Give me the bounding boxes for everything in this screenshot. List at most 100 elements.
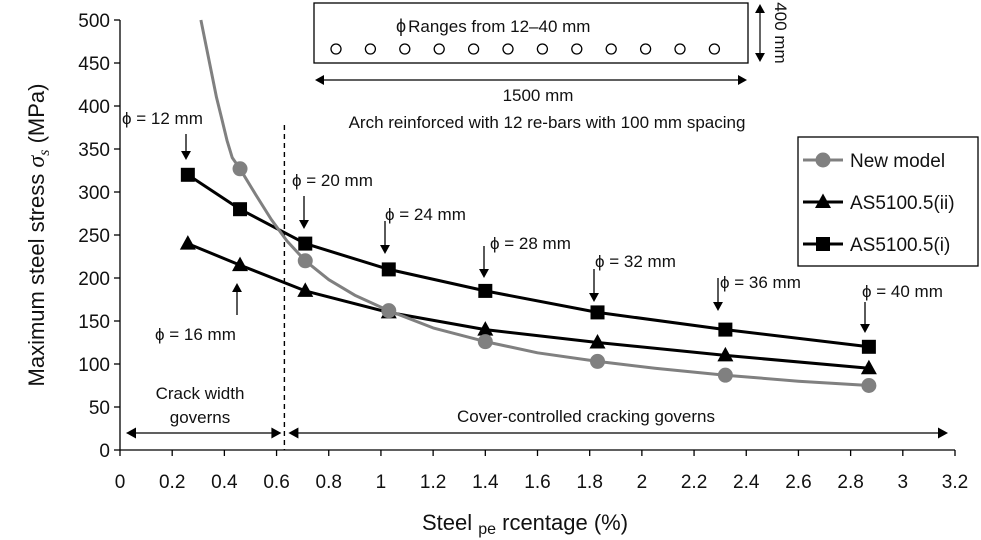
legend-label: AS5100.5(ii) xyxy=(850,193,955,214)
arch-section-inset: ϕ Ranges from 12–40 mm 1500 mm 400 mm Arc… xyxy=(313,2,790,132)
y-tick-label: 150 xyxy=(78,312,110,333)
diameter-annotation: ϕ = 20 mm xyxy=(292,171,373,229)
data-point-as-ii xyxy=(232,256,249,272)
data-point-as-ii xyxy=(589,334,606,349)
rebar-circle xyxy=(708,43,721,55)
rebar-circle xyxy=(605,43,617,55)
diameter-annotation: ϕ = 28 mm xyxy=(479,234,571,278)
diameter-arrow-head xyxy=(589,293,599,302)
diameter-annotation: ϕ = 16 mm xyxy=(155,283,242,344)
diameter-label: ϕ = 40 mm xyxy=(862,282,943,301)
legend-item-as-ii: AS5100.5(ii) xyxy=(803,193,955,214)
inset-width-label: 1500 mm xyxy=(503,86,574,105)
data-point-new-model xyxy=(590,353,606,369)
legend: New model AS5100.5(ii) AS5100.5(i) xyxy=(797,136,979,267)
x-tick-label: 1.4 xyxy=(472,472,499,493)
x-tick-label: 0.8 xyxy=(316,472,342,493)
rebar-circle xyxy=(639,43,652,55)
inset-range-label: ϕ Ranges from 12–40 mm xyxy=(396,16,590,36)
rebar-circle xyxy=(364,43,377,55)
x-tick-label: 0.4 xyxy=(211,472,238,493)
legend-marker xyxy=(816,237,830,251)
width-arrow-right xyxy=(738,75,747,85)
data-point-as-ii xyxy=(860,359,877,375)
crack-width-label-line2: governs xyxy=(170,408,230,427)
data-point-new-model xyxy=(717,367,733,383)
crack-width-arrow-left xyxy=(126,427,136,439)
diameter-arrow-head xyxy=(860,324,870,333)
rebar-circle xyxy=(433,43,445,55)
legend-label: New model xyxy=(850,151,945,172)
legend-marker xyxy=(815,193,831,208)
diameter-label: ϕ = 24 mm xyxy=(385,205,466,224)
diameter-annotation: ϕ = 32 mm xyxy=(589,252,676,302)
data-point-as-i xyxy=(718,322,733,337)
diameter-arrow-head xyxy=(299,220,309,229)
y-tick-label: 500 xyxy=(78,11,110,32)
data-point-new-model xyxy=(381,303,397,319)
data-point-as-i xyxy=(861,339,876,354)
x-tick-label: 2.8 xyxy=(837,472,863,493)
data-point-as-i xyxy=(298,236,313,251)
data-point-as-ii xyxy=(477,321,494,336)
x-tick-label: 1.6 xyxy=(524,472,550,493)
x-tick-label: 2.6 xyxy=(785,472,811,493)
diameter-annotation: ϕ = 12 mm xyxy=(122,109,203,160)
series-line-as-ii xyxy=(187,242,870,370)
x-tick-label: 0.6 xyxy=(263,472,289,493)
rebar-circles xyxy=(330,43,721,55)
legend-marker xyxy=(815,152,831,168)
y-tick-label: 250 xyxy=(78,226,110,247)
rebar-circle xyxy=(674,43,686,55)
rebar-circle xyxy=(467,43,480,55)
x-axis-title: Steel pe rcentage (%) xyxy=(422,510,628,538)
y-tick-label: 200 xyxy=(78,269,110,290)
y-tick-label: 0 xyxy=(99,441,110,462)
series-layer xyxy=(179,19,877,393)
inset-caption: Arch reinforced with 12 re-bars with 100… xyxy=(349,113,746,132)
legend-item-as-i: AS5100.5(i) xyxy=(803,235,950,256)
y-tick-label: 50 xyxy=(89,398,110,419)
legend-item-new-model: New model xyxy=(803,151,945,172)
height-arrow-up xyxy=(755,4,765,13)
series-line-new-model xyxy=(199,19,869,387)
data-point-as-i xyxy=(590,305,605,320)
diameter-arrow-head xyxy=(181,151,191,160)
series-line-as-i xyxy=(186,173,870,349)
diameter-label: ϕ = 16 mm xyxy=(155,325,236,344)
inset-height-label: 400 mm xyxy=(771,2,790,63)
x-ticks: 0 0.2 0.4 0.6 0.8 1 1.2 1.4 1.6 1.8 2 2.2 2.4 2.6 2.8 3… xyxy=(115,450,968,493)
diameter-annotation: ϕ = 24 mm xyxy=(380,205,466,254)
diameter-arrow-head xyxy=(380,245,390,254)
diameter-arrow-head xyxy=(479,269,489,278)
diameter-label: ϕ = 12 mm xyxy=(122,109,203,128)
width-arrow-left xyxy=(315,75,324,85)
rebar-circle xyxy=(502,43,514,55)
height-arrow-down xyxy=(755,53,765,62)
rebar-circle xyxy=(536,43,549,55)
diameter-annotation: ϕ = 40 mm xyxy=(860,282,943,333)
y-tick-label: 300 xyxy=(78,183,110,204)
x-tick-label: 2.2 xyxy=(681,472,707,493)
x-tick-label: 2 xyxy=(637,472,648,493)
diameter-label: ϕ = 32 mm xyxy=(595,252,676,271)
x-tick-label: 3.2 xyxy=(942,472,968,493)
region-arrows xyxy=(126,427,948,439)
rebar-circle xyxy=(330,43,342,55)
x-tick-label: 1.8 xyxy=(576,472,602,493)
x-tick-label: 0.2 xyxy=(159,472,185,493)
data-point-as-ii xyxy=(297,282,314,297)
legend-label: AS5100.5(i) xyxy=(850,235,950,256)
series-new-model xyxy=(199,19,877,393)
rebar-circle xyxy=(571,43,583,55)
x-tick-label: 2.4 xyxy=(733,472,760,493)
y-tick-label: 450 xyxy=(78,54,110,75)
y-axis-title: Maximum steel stress σs (MPa) xyxy=(24,84,53,387)
diameter-label: ϕ = 28 mm xyxy=(490,234,571,253)
diameter-annotations: ϕ = 12 mm ϕ = 16 mm ϕ = 20 mm ϕ = 24 mm ϕ = … xyxy=(122,109,943,344)
diameter-label: ϕ = 36 mm xyxy=(720,273,801,292)
data-point-as-i xyxy=(478,283,493,298)
diameter-arrow-head xyxy=(232,283,242,292)
y-ticks: 0 50 100 150 200 250 300 350 400 450 500 xyxy=(78,11,120,462)
